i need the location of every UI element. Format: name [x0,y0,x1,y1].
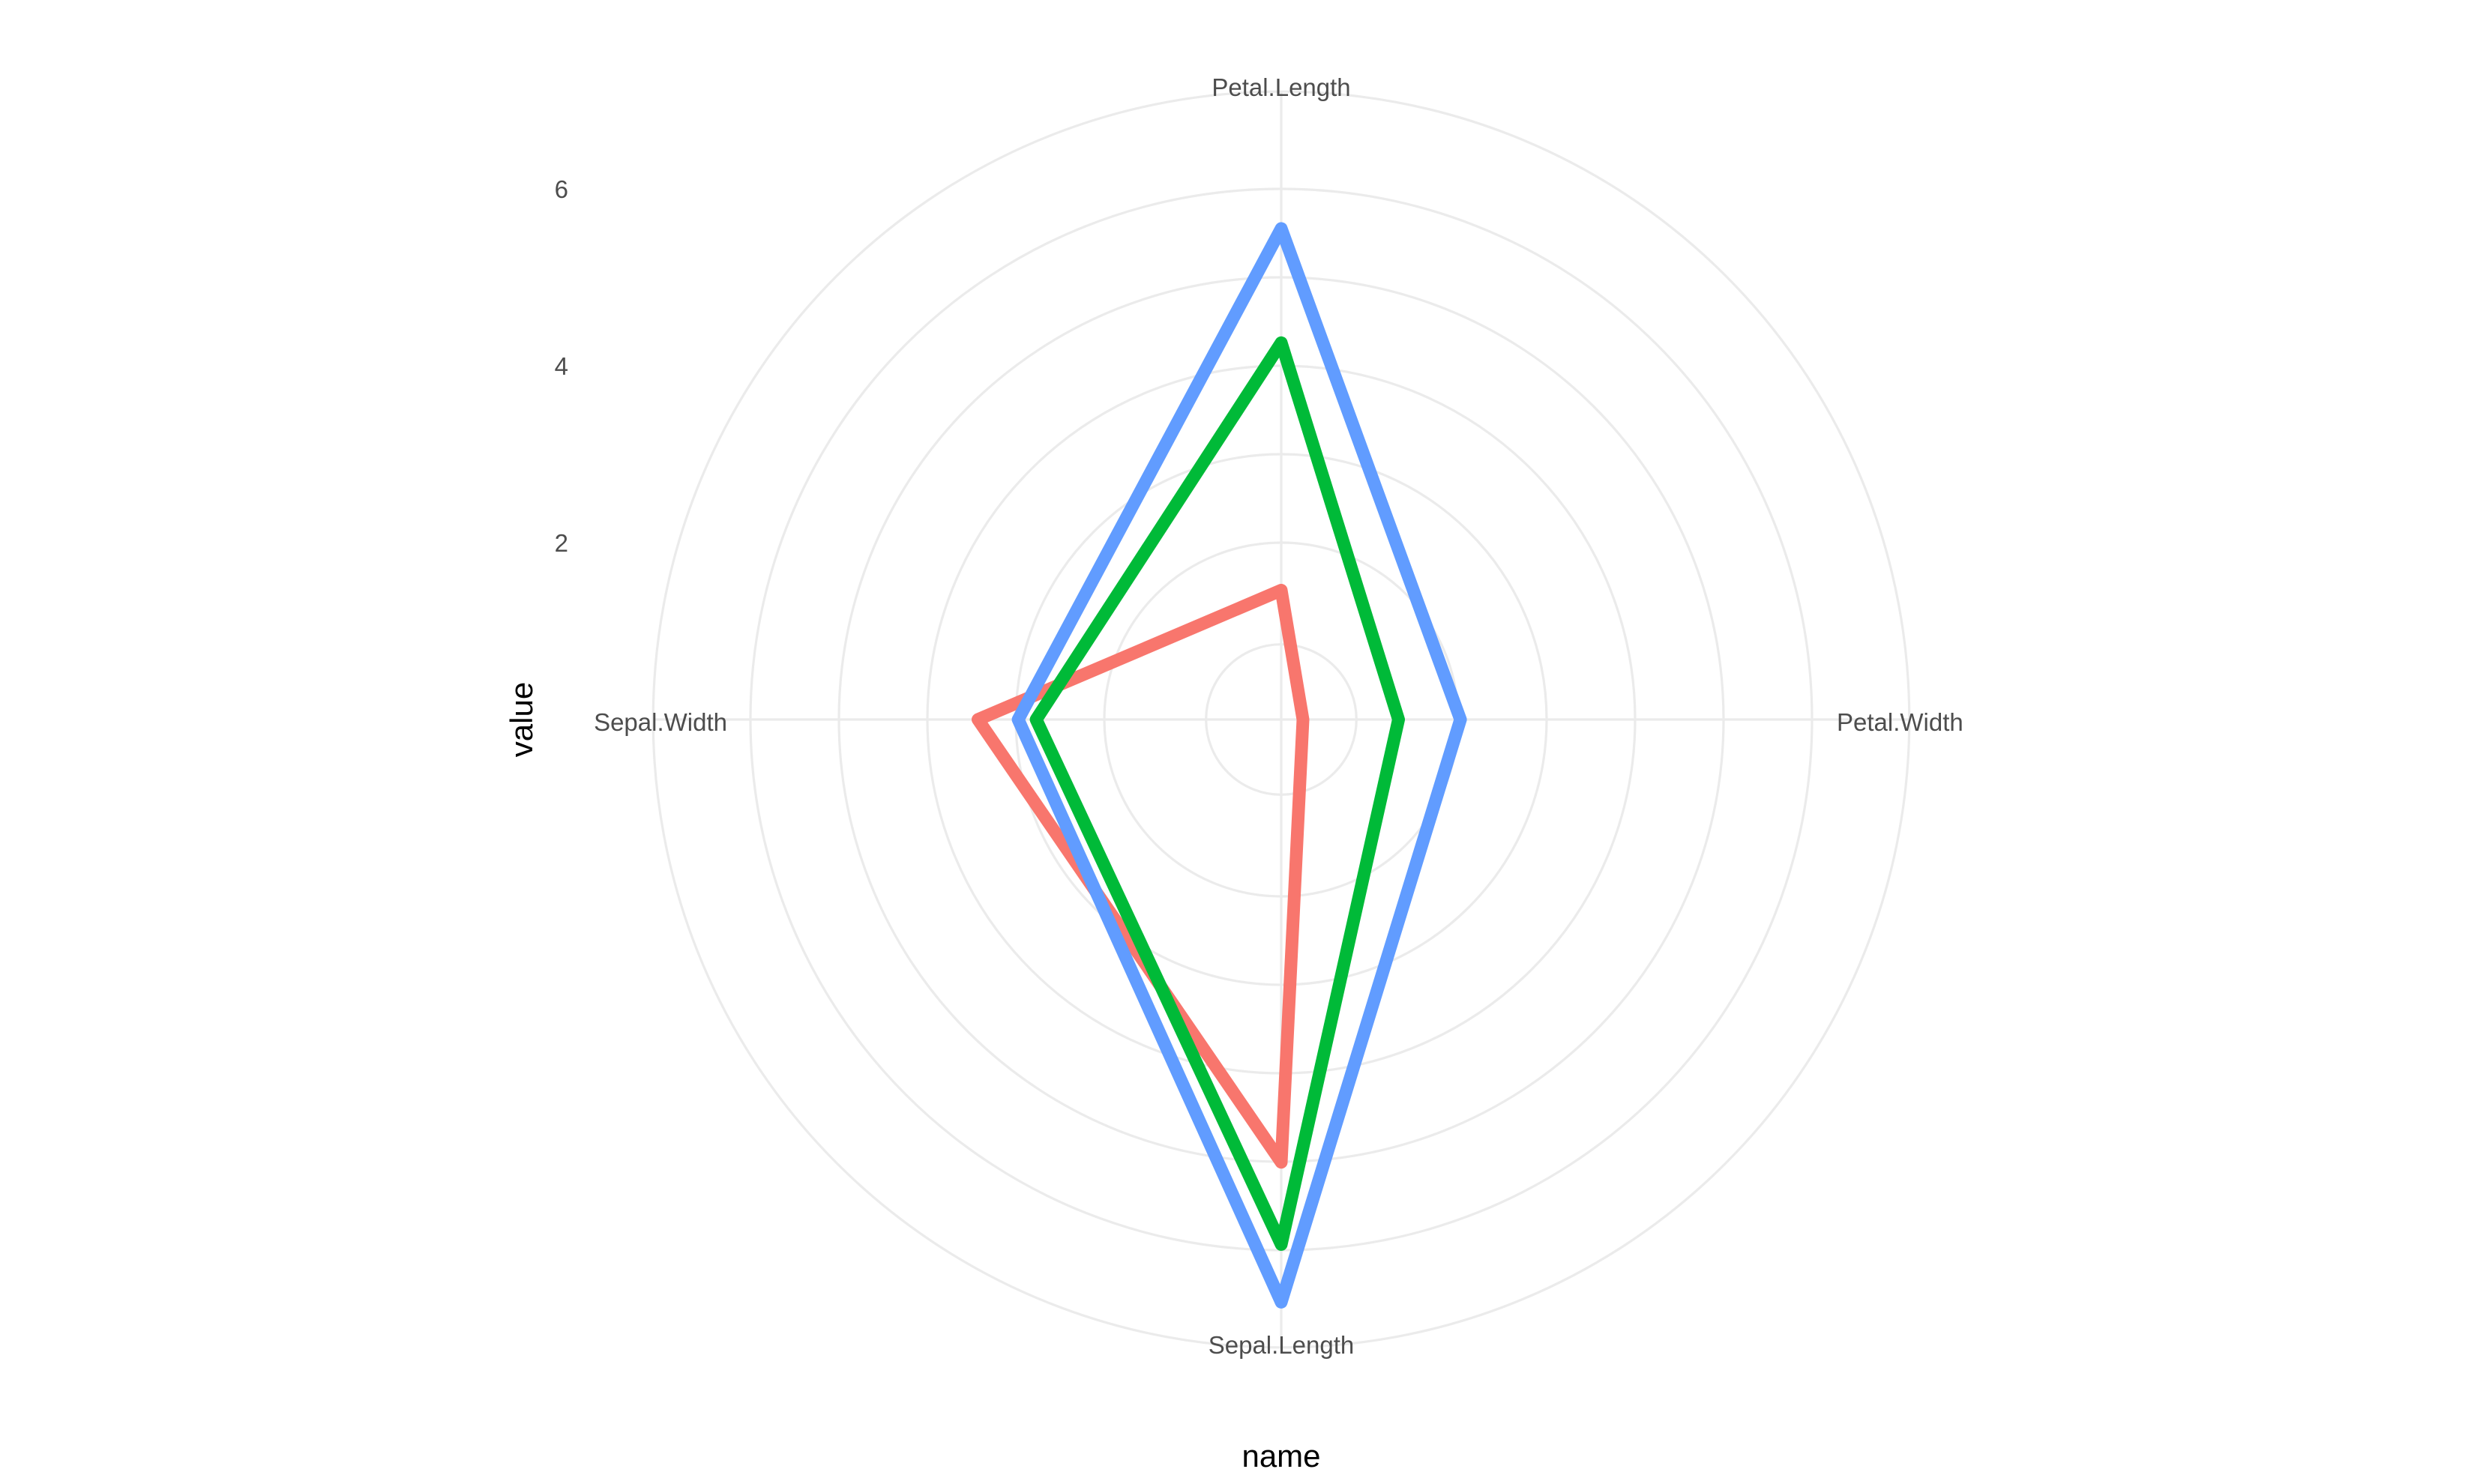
category-label-petal-width: Petal.Width [1837,708,1963,736]
r-tick-label-6: 6 [555,175,568,203]
r-tick-label-4: 4 [555,352,568,380]
label-layer: value name Sepal.Length Sepal.Width Petal.… [504,73,1963,1474]
series-layer [972,222,1467,1309]
r-tick-label-2: 2 [555,529,568,557]
category-label-sepal-length: Sepal.Length [1209,1331,1355,1359]
series-line-3 [1011,222,1467,1309]
category-label-sepal-width: Sepal.Width [594,708,727,736]
series-line-2 [1029,336,1405,1251]
category-label-petal-length: Petal.Length [1212,73,1350,101]
y-axis-title: value [504,682,539,757]
series-line-1 [972,584,1310,1169]
x-axis-title: name [1241,1438,1320,1474]
